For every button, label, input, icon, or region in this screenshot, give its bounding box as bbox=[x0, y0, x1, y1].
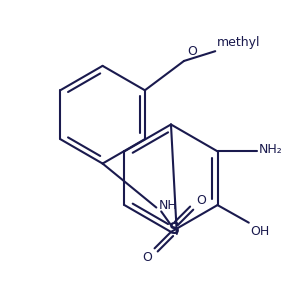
Text: O: O bbox=[142, 251, 152, 264]
Text: NH: NH bbox=[159, 199, 178, 212]
Text: NH₂: NH₂ bbox=[259, 143, 282, 156]
Text: OH: OH bbox=[251, 225, 270, 238]
Text: O: O bbox=[196, 194, 206, 207]
Text: O: O bbox=[187, 45, 197, 58]
Text: S: S bbox=[168, 221, 179, 236]
Text: methyl: methyl bbox=[217, 36, 261, 49]
